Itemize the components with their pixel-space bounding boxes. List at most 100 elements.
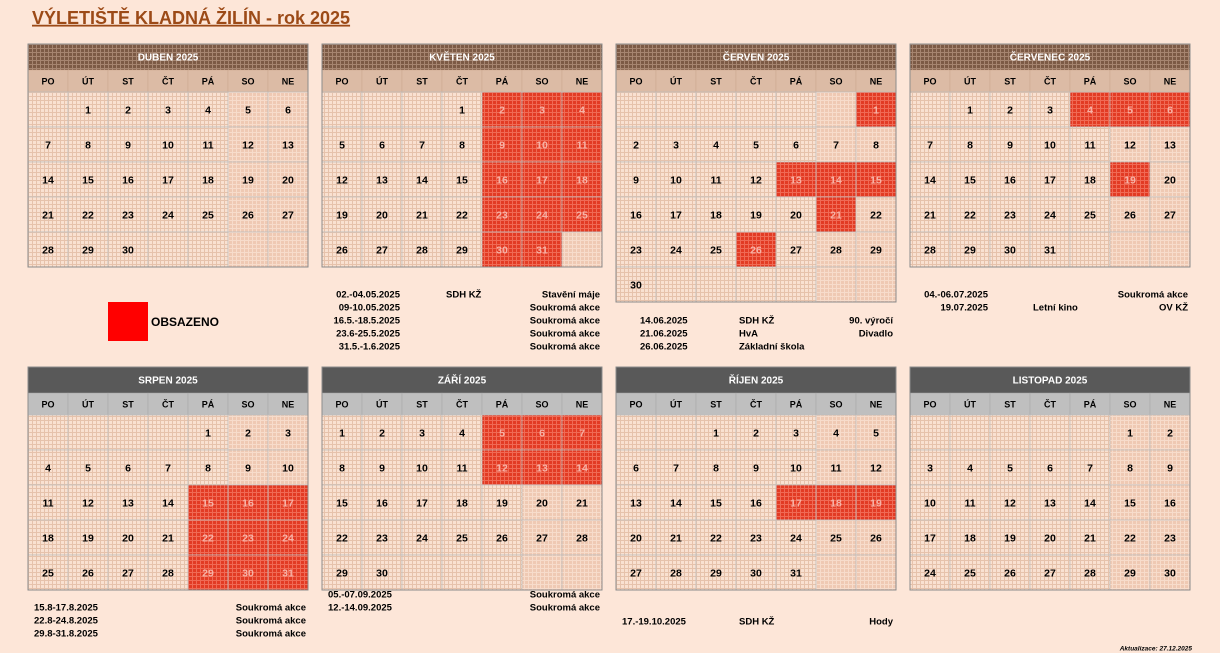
day-number: 10 bbox=[670, 174, 682, 186]
booked-day-cell bbox=[815, 196, 857, 233]
event-action: Soukromá akce bbox=[236, 616, 306, 627]
day-cell bbox=[1069, 449, 1111, 486]
day-number: 7 bbox=[1087, 462, 1093, 474]
booked-day-cell bbox=[521, 126, 563, 163]
event-organizer: Letní kino bbox=[1033, 303, 1078, 314]
day-cell bbox=[695, 414, 737, 451]
event-action: Soukromá akce bbox=[530, 316, 600, 327]
day-cell bbox=[909, 231, 951, 268]
day-number: 25 bbox=[964, 567, 976, 579]
day-number: 14 bbox=[1084, 497, 1096, 509]
day-cell bbox=[989, 449, 1031, 486]
day-number: 16 bbox=[1004, 174, 1016, 186]
event-date: 29.8-31.8.2025 bbox=[34, 629, 99, 640]
day-cell bbox=[735, 126, 777, 163]
day-cell bbox=[441, 161, 483, 198]
day-number: 5 bbox=[245, 104, 251, 116]
day-cell bbox=[321, 231, 363, 268]
day-cell bbox=[147, 554, 189, 591]
day-number: 17 bbox=[670, 209, 682, 221]
day-cell bbox=[855, 519, 897, 556]
day-cell bbox=[909, 449, 951, 486]
day-number: 6 bbox=[285, 104, 291, 116]
day-number: 22 bbox=[456, 209, 468, 221]
day-cell bbox=[1029, 91, 1071, 128]
day-cell bbox=[989, 414, 1031, 451]
day-number: 30 bbox=[122, 244, 134, 256]
day-number: 29 bbox=[710, 567, 722, 579]
month-name: ČERVENEC 2025 bbox=[1010, 51, 1091, 64]
weekday-label: ČT bbox=[750, 75, 762, 86]
day-cell bbox=[735, 554, 777, 591]
day-number: 12 bbox=[242, 139, 254, 151]
day-number: 14 bbox=[830, 174, 842, 186]
day-number: 25 bbox=[1084, 209, 1096, 221]
day-number: 5 bbox=[499, 427, 505, 439]
day-number: 8 bbox=[873, 139, 879, 151]
day-number: 28 bbox=[416, 244, 428, 256]
day-number: 17 bbox=[162, 174, 174, 186]
day-number: 21 bbox=[162, 532, 174, 544]
day-number: 16 bbox=[376, 497, 388, 509]
day-number: 2 bbox=[245, 427, 251, 439]
day-number: 2 bbox=[753, 427, 759, 439]
day-number: 28 bbox=[42, 244, 54, 256]
day-cell bbox=[815, 554, 857, 591]
day-number: 26 bbox=[242, 209, 254, 221]
day-number: 6 bbox=[1167, 104, 1173, 116]
weekday-label: ST bbox=[122, 76, 134, 86]
event-date: 22.8-24.8.2025 bbox=[34, 616, 99, 627]
day-cell bbox=[561, 484, 603, 521]
day-number: 30 bbox=[242, 567, 254, 579]
day-number: 12 bbox=[496, 462, 508, 474]
day-number: 11 bbox=[710, 174, 721, 186]
day-cell bbox=[1029, 126, 1071, 163]
day-number: 21 bbox=[42, 209, 54, 221]
day-cell bbox=[107, 414, 149, 451]
day-cell bbox=[107, 231, 149, 268]
weekday-label: ST bbox=[416, 76, 428, 86]
day-cell bbox=[321, 519, 363, 556]
weekday-label: SO bbox=[1123, 76, 1136, 86]
day-number: 21 bbox=[830, 209, 842, 221]
day-number: 8 bbox=[713, 462, 719, 474]
day-cell bbox=[147, 414, 189, 451]
event-date: 04.-06.07.2025 bbox=[924, 290, 989, 301]
day-number: 4 bbox=[45, 462, 51, 474]
event-organizer: HvA bbox=[739, 329, 758, 340]
day-number: 23 bbox=[1164, 532, 1176, 544]
weekday-label: PO bbox=[335, 76, 348, 86]
day-number: 14 bbox=[576, 462, 588, 474]
day-number: 14 bbox=[416, 174, 428, 186]
event-action: Soukromá akce bbox=[530, 590, 600, 601]
day-cell bbox=[187, 231, 229, 268]
update-note: Aktualizace: 27.12.2025 bbox=[1119, 646, 1193, 653]
day-cell bbox=[561, 554, 603, 591]
day-cell bbox=[227, 91, 269, 128]
day-cell bbox=[909, 414, 951, 451]
day-cell bbox=[1149, 414, 1191, 451]
day-number: 9 bbox=[1167, 462, 1173, 474]
month-frame bbox=[909, 366, 1191, 591]
event-date: 21.06.2025 bbox=[640, 329, 688, 340]
month-name: ZÁŘÍ 2025 bbox=[438, 374, 487, 387]
day-number: 29 bbox=[202, 567, 214, 579]
day-number: 22 bbox=[1124, 532, 1136, 544]
event-date: 14.06.2025 bbox=[640, 316, 688, 327]
day-number: 30 bbox=[750, 567, 762, 579]
day-cell bbox=[361, 519, 403, 556]
day-number: 7 bbox=[927, 139, 933, 151]
day-number: 23 bbox=[750, 532, 762, 544]
day-cell bbox=[815, 449, 857, 486]
day-number: 10 bbox=[162, 139, 174, 151]
booked-day-cell bbox=[815, 484, 857, 521]
day-number: 11 bbox=[1084, 139, 1095, 151]
weekday-label: PO bbox=[335, 399, 348, 409]
day-cell bbox=[401, 484, 443, 521]
day-number: 4 bbox=[205, 104, 211, 116]
day-cell bbox=[775, 414, 817, 451]
day-number: 24 bbox=[416, 532, 428, 544]
day-number: 28 bbox=[830, 244, 842, 256]
day-number: 8 bbox=[85, 139, 91, 151]
weekday-label: PO bbox=[41, 399, 54, 409]
